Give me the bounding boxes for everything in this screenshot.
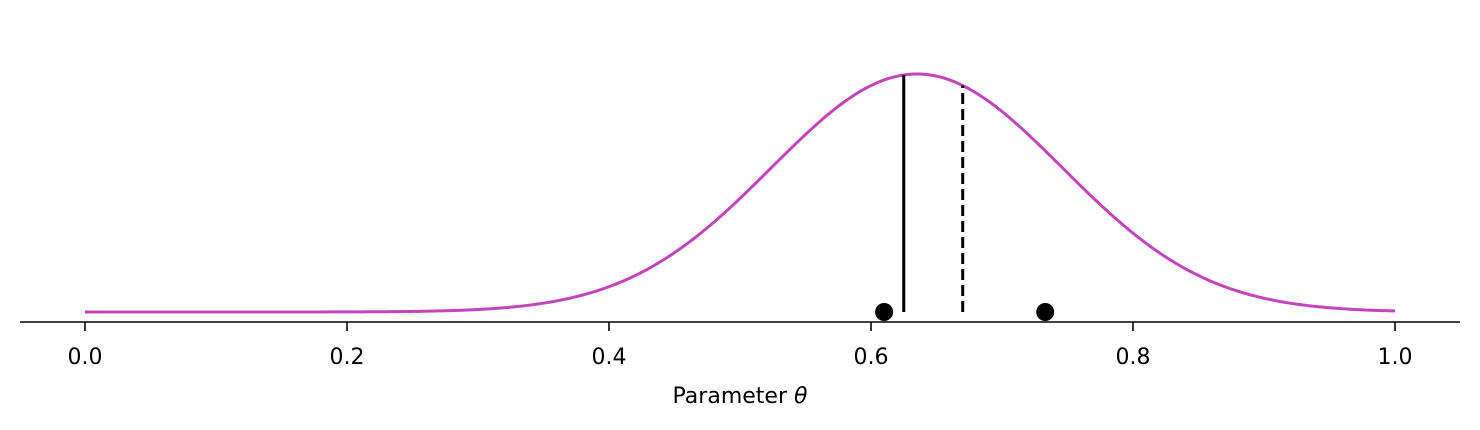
x-axis-ticks: 0.0 0.2 0.4 0.6 0.8 1.0 (68, 322, 1413, 370)
data-point-1 (875, 303, 894, 321)
x-tick-label: 0.2 (330, 345, 365, 370)
x-tick-label: 0.6 (854, 345, 889, 370)
x-tick-label: 0.4 (592, 345, 627, 370)
data-point-2 (1036, 303, 1055, 321)
plot-area (85, 72, 1396, 321)
density-curve (85, 72, 1396, 314)
x-axis-label: Parameter θ (673, 384, 808, 409)
x-axis-label-text: Parameter (673, 384, 794, 409)
x-tick-label: 0.8 (1116, 345, 1151, 370)
x-tick-label: 1.0 (1378, 345, 1413, 370)
x-tick-label: 0.0 (68, 345, 103, 370)
x-axis-label-symbol: θ (794, 384, 808, 409)
